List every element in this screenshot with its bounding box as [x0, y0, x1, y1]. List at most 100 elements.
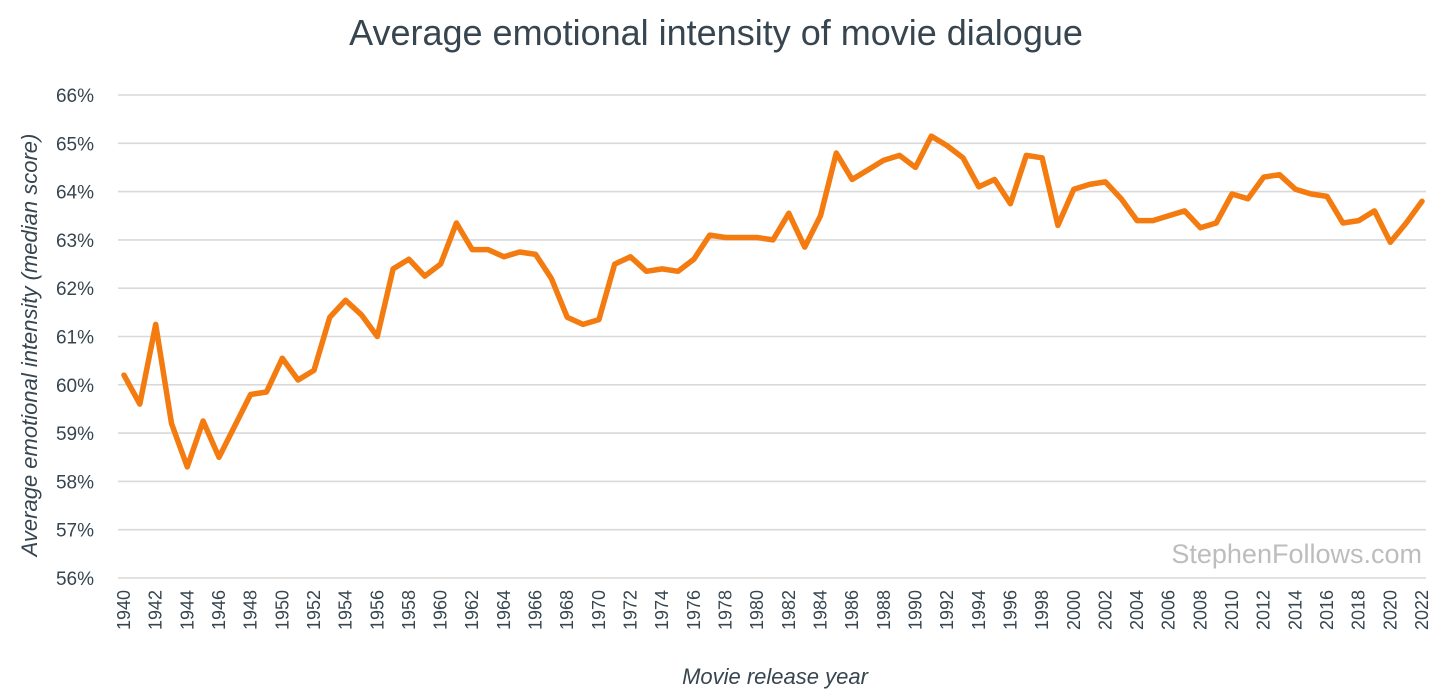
- data-point-2010: [1230, 192, 1235, 197]
- x-tick-label: 2018: [1349, 590, 1369, 630]
- x-tick-label: 1984: [810, 590, 830, 630]
- x-tick-label: 2008: [1190, 590, 1210, 630]
- watermark: StephenFollows.com: [1171, 539, 1422, 569]
- x-tick-label: 2014: [1285, 590, 1305, 630]
- data-point-1984: [818, 213, 823, 218]
- x-tick-label: 2002: [1095, 590, 1115, 630]
- data-point-1988: [881, 158, 886, 163]
- x-tick-label: 1946: [209, 590, 229, 630]
- data-point-2021: [1404, 220, 1409, 225]
- data-point-1961: [454, 220, 459, 225]
- data-point-2000: [1071, 187, 1076, 192]
- x-tick-label: 1974: [652, 590, 672, 630]
- data-point-1945: [201, 419, 206, 424]
- chart-title: Average emotional intensity of movie dia…: [349, 12, 1083, 53]
- data-point-2012: [1261, 175, 1266, 180]
- data-point-1969: [581, 322, 586, 327]
- x-tick-label: 2020: [1380, 590, 1400, 630]
- x-tick-label: 1958: [399, 590, 419, 630]
- data-point-1958: [406, 257, 411, 262]
- data-point-1963: [486, 247, 491, 252]
- gridlines: [118, 94, 1426, 579]
- x-tick-label: 1998: [1032, 590, 1052, 630]
- data-point-2022: [1420, 199, 1425, 204]
- data-point-1962: [470, 247, 475, 252]
- y-tick-label: 64%: [56, 183, 94, 204]
- data-point-1956: [375, 334, 380, 339]
- data-point-1959: [422, 274, 427, 279]
- x-tick-label: 1978: [716, 590, 736, 630]
- data-point-1979: [739, 235, 744, 240]
- data-point-1960: [438, 262, 443, 267]
- data-point-2020: [1388, 240, 1393, 245]
- data-point-1978: [723, 235, 728, 240]
- x-tick-label: 1994: [969, 590, 989, 630]
- data-point-2008: [1198, 225, 1203, 230]
- data-point-1942: [153, 322, 158, 327]
- x-tick-label: 1996: [1000, 590, 1020, 630]
- x-tick-label: 1948: [241, 590, 261, 630]
- data-point-1944: [185, 464, 190, 469]
- data-point-1977: [707, 233, 712, 238]
- y-axis-ticks: 56% 57% 58% 59% 60% 61% 62% 63% 64% 65% 66%: [56, 86, 94, 590]
- data-point-1992: [945, 143, 950, 148]
- y-tick-label: 61%: [56, 328, 94, 349]
- data-point-1953: [327, 315, 332, 320]
- x-tick-label: 1988: [874, 590, 894, 630]
- data-point-1981: [771, 237, 776, 242]
- data-point-2001: [1087, 182, 1092, 187]
- data-point-2002: [1103, 179, 1108, 184]
- series-layer: [121, 133, 1425, 470]
- x-tick-label: 1952: [304, 590, 324, 630]
- data-point-1995: [992, 177, 997, 182]
- data-point-2015: [1309, 192, 1314, 197]
- data-point-1973: [644, 269, 649, 274]
- data-point-1948: [248, 392, 253, 397]
- data-point-1986: [850, 177, 855, 182]
- data-point-1965: [517, 249, 522, 254]
- data-point-1968: [565, 315, 570, 320]
- data-point-1947: [232, 423, 237, 428]
- data-point-1957: [391, 266, 396, 271]
- data-point-2005: [1150, 218, 1155, 223]
- data-point-1985: [834, 150, 839, 155]
- data-point-1976: [691, 257, 696, 262]
- data-point-1994: [976, 184, 981, 189]
- data-point-1954: [343, 298, 348, 303]
- x-tick-label: 2012: [1254, 590, 1274, 630]
- y-tick-label: 60%: [56, 376, 94, 397]
- x-tick-label: 1992: [937, 590, 957, 630]
- x-tick-label: 1950: [272, 590, 292, 630]
- data-point-1940: [122, 373, 127, 378]
- data-point-1997: [1024, 153, 1029, 158]
- y-tick-label: 65%: [56, 134, 94, 155]
- data-point-1941: [137, 402, 142, 407]
- y-tick-label: 59%: [56, 424, 94, 445]
- x-tick-label: 1954: [336, 590, 356, 630]
- y-tick-label: 57%: [56, 521, 94, 542]
- data-point-1975: [676, 269, 681, 274]
- x-tick-label: 1960: [431, 590, 451, 630]
- y-tick-label: 62%: [56, 279, 94, 300]
- x-tick-label: 2000: [1064, 590, 1084, 630]
- data-point-1952: [311, 368, 316, 373]
- data-point-1987: [865, 167, 870, 172]
- data-point-2006: [1166, 213, 1171, 218]
- x-tick-label: 1956: [367, 590, 387, 630]
- data-point-1964: [501, 254, 506, 259]
- x-axis-label: Movie release year: [682, 664, 870, 689]
- data-point-1966: [533, 252, 538, 257]
- y-tick-label: 63%: [56, 231, 94, 252]
- data-point-1951: [296, 377, 301, 382]
- x-tick-label: 2022: [1412, 590, 1432, 630]
- y-tick-label: 58%: [56, 472, 94, 493]
- data-point-1999: [1055, 223, 1060, 228]
- data-point-1967: [549, 276, 554, 281]
- data-point-1943: [169, 421, 174, 426]
- data-point-2016: [1325, 194, 1330, 199]
- data-point-1998: [1040, 155, 1045, 160]
- data-point-2004: [1135, 218, 1140, 223]
- data-point-1990: [913, 165, 918, 170]
- data-point-1970: [596, 317, 601, 322]
- data-point-2011: [1245, 196, 1250, 201]
